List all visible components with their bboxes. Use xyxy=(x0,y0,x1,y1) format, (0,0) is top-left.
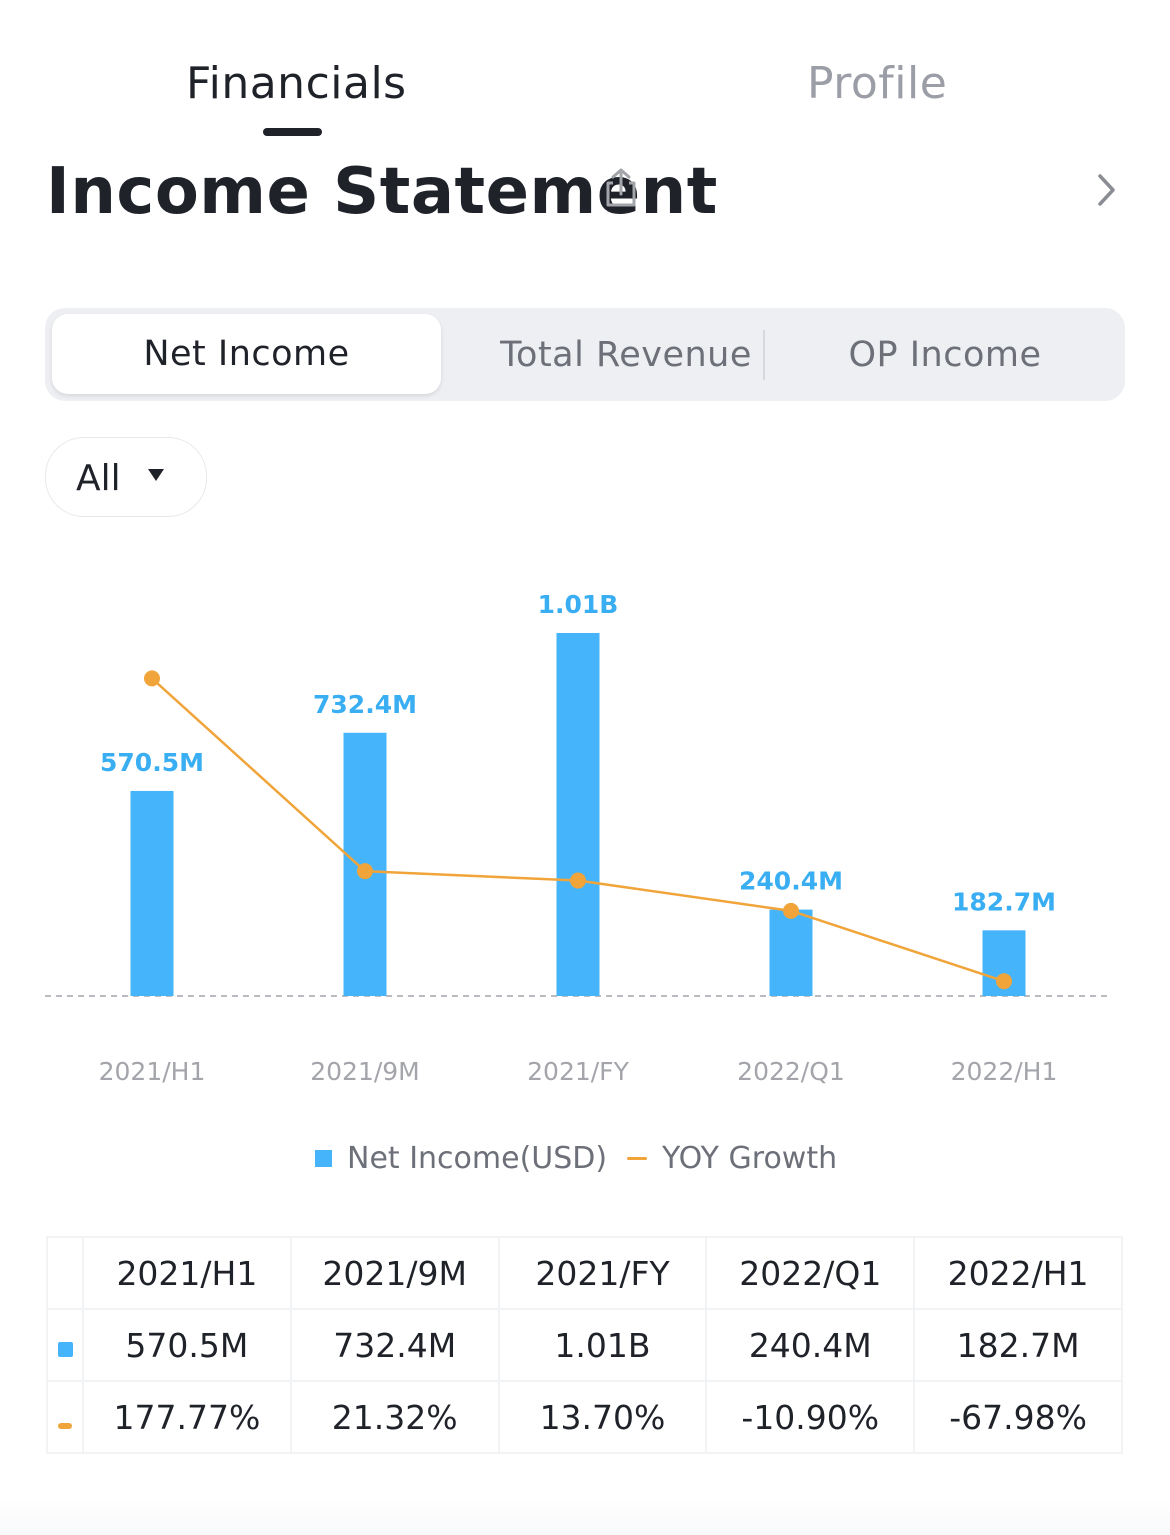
table-cell: 182.7M xyxy=(913,1308,1123,1382)
bar-2022-q1 xyxy=(769,909,813,996)
yoy-point-2021-fy xyxy=(570,872,586,889)
table-cell: 13.70% xyxy=(497,1380,708,1454)
bar-2021-h1 xyxy=(130,790,174,996)
table-header-cell: 2021/9M xyxy=(289,1236,500,1310)
bar-data-label: 1.01B xyxy=(538,590,619,619)
legend-item-yoy-growth[interactable]: YOY Growth xyxy=(627,1138,837,1178)
legend-label-yoy-growth: YOY Growth xyxy=(662,1140,838,1176)
metric-segmented-control: Net Income Total Revenue OP Income xyxy=(45,308,1125,401)
tab-op-income[interactable]: OP Income xyxy=(848,334,1042,375)
table-corner-cell xyxy=(46,1236,84,1310)
table-header-row: 2021/H1 2021/9M 2021/FY 2022/Q1 2022/H1 xyxy=(46,1236,1123,1310)
table-header-cell: 2021/FY xyxy=(497,1236,708,1310)
filter-label: All xyxy=(76,458,121,499)
yoy-point-2022-q1 xyxy=(783,902,799,919)
yoy-row-marker xyxy=(46,1380,84,1454)
share-icon[interactable] xyxy=(600,166,642,210)
x-tick-label: 2022/H1 xyxy=(951,1057,1058,1086)
net-income-row-marker xyxy=(46,1308,84,1382)
x-tick-label: 2022/Q1 xyxy=(737,1057,845,1086)
yoy-point-2021-h1 xyxy=(144,670,160,687)
bar-data-label: 570.5M xyxy=(100,748,204,777)
bar-2021-fy xyxy=(556,633,600,996)
legend-item-net-income[interactable]: Net Income(USD) xyxy=(315,1138,607,1178)
net-income-chart: 570.5M 2021/H1 732.4M 2021/9M 1.01B 2021/FY 24… xyxy=(45,590,1110,1086)
bar-data-label: 240.4M xyxy=(739,867,843,896)
table-header-cell: 2022/Q1 xyxy=(705,1236,916,1310)
table-cell: 177.77% xyxy=(82,1380,292,1454)
tab-net-income[interactable]: Net Income xyxy=(52,314,441,394)
table-header-cell: 2021/H1 xyxy=(82,1236,292,1310)
table-header-cell: 2022/H1 xyxy=(913,1236,1123,1310)
table-cell: -67.98% xyxy=(913,1380,1123,1454)
bar-data-label: 182.7M xyxy=(952,887,1056,916)
bar-data-label: 732.4M xyxy=(313,690,417,719)
table-row-yoy-growth: 177.77% 21.32% 13.70% -10.90% -67.98% xyxy=(46,1380,1123,1454)
caret-down-icon xyxy=(148,469,164,481)
legend-label-net-income: Net Income(USD) xyxy=(347,1140,608,1176)
legend-bar-swatch xyxy=(315,1149,332,1167)
table-cell: 240.4M xyxy=(705,1308,916,1382)
period-filter-dropdown[interactable]: All xyxy=(45,437,207,517)
x-tick-label: 2021/H1 xyxy=(99,1057,206,1086)
financials-table: 2021/H1 2021/9M 2021/FY 2022/Q1 2022/H1 … xyxy=(46,1236,1123,1454)
tab-total-revenue[interactable]: Total Revenue xyxy=(500,334,752,375)
table-cell: 570.5M xyxy=(82,1308,292,1382)
yoy-point-2021-9m xyxy=(357,863,373,880)
active-tab-indicator xyxy=(263,128,322,136)
x-tick-label: 2021/9M xyxy=(310,1057,420,1086)
legend-line-swatch xyxy=(627,1156,647,1160)
tab-financials[interactable]: Financials xyxy=(186,58,407,109)
table-cell: -10.90% xyxy=(705,1380,916,1454)
bar-marker-icon xyxy=(57,1341,73,1357)
table-cell: 732.4M xyxy=(289,1308,500,1382)
table-cell: 21.32% xyxy=(289,1380,500,1454)
bottom-fade xyxy=(0,1500,1170,1535)
x-tick-label: 2021/FY xyxy=(527,1057,629,1086)
line-marker-icon xyxy=(58,1422,72,1429)
segment-divider xyxy=(763,330,765,380)
yoy-point-2022-h1 xyxy=(996,973,1012,990)
table-cell: 1.01B xyxy=(497,1308,708,1382)
chevron-right-icon[interactable] xyxy=(1090,170,1122,210)
tab-profile[interactable]: Profile xyxy=(807,58,948,109)
page-title: Income Statement xyxy=(46,155,718,229)
table-row-net-income: 570.5M 732.4M 1.01B 240.4M 182.7M xyxy=(46,1308,1123,1382)
